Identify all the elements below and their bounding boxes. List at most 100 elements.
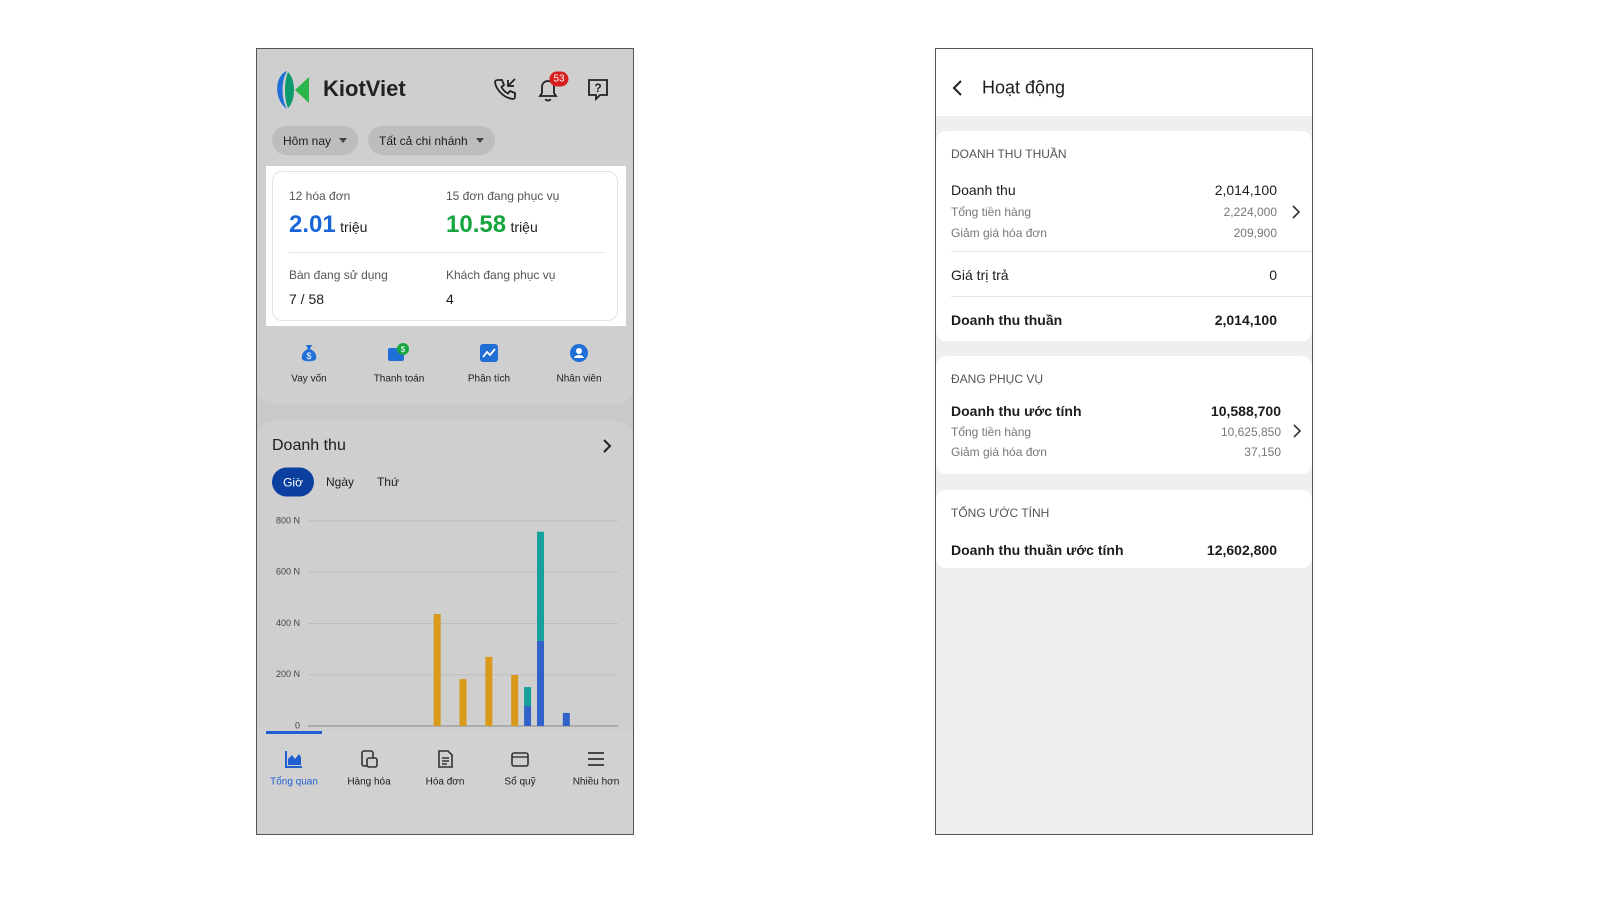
row-label: Doanh thu	[951, 182, 1016, 198]
invoices-value: 2.01	[289, 211, 336, 238]
nav-icon	[361, 750, 378, 768]
divider	[289, 252, 604, 253]
nav-indicator	[266, 731, 322, 734]
nav-icon	[588, 752, 604, 766]
divider	[951, 251, 1312, 252]
bar	[524, 706, 532, 726]
y-tick-label: 200 N	[276, 669, 300, 679]
row-label: Tổng tiền hàng	[951, 425, 1032, 439]
y-tick-label: 600 N	[276, 567, 300, 577]
bottom-nav	[257, 732, 633, 834]
section	[936, 356, 1312, 474]
section	[936, 131, 1312, 341]
section-heading: ĐANG PHỤC VỤ	[951, 372, 1044, 386]
nav-item[interactable]: Hóa đơn	[425, 776, 465, 788]
serving-value: 10.58	[446, 211, 507, 238]
row-label: Tổng tiền hàng	[951, 205, 1032, 219]
row-value: 2,014,100	[1214, 182, 1277, 198]
shortcut[interactable]: Phân tích	[467, 373, 511, 385]
nav-item[interactable]: Sổ quỹ	[504, 776, 536, 788]
y-tick-label: 0	[295, 720, 300, 730]
row-value: 2,014,100	[1214, 312, 1277, 328]
loan-icon: $	[301, 345, 317, 362]
branch-filter-label: Tất cả chi nhánh	[379, 133, 468, 148]
summary-card: 12 hóa đơn 2.01 triệu 15 đơn đang phục v…	[272, 171, 618, 321]
tab[interactable]: Ngày	[325, 475, 355, 489]
summary-value: 10.58 triệu	[446, 211, 538, 239]
row-label: Doanh thu thuần	[951, 312, 1063, 328]
home-screen: KiotViet 53 ? Hôm nay Tất cả chi nhánh 1…	[256, 48, 634, 835]
revenue-title: Doanh thu	[272, 437, 346, 454]
staff-icon	[570, 344, 588, 362]
bar	[511, 675, 519, 726]
y-tick-label: 800 N	[276, 515, 300, 525]
row-label: Giảm giá hóa đơn	[951, 445, 1047, 459]
notification-badge: 53	[549, 71, 569, 87]
shortcut[interactable]: Nhân viên	[556, 373, 602, 385]
brand-name: KiotViet	[323, 76, 406, 101]
analytics-icon	[480, 344, 498, 362]
nav-icon	[285, 751, 302, 768]
date-filter[interactable]: Hôm nay	[272, 126, 359, 155]
row-value: 37,150	[1244, 445, 1281, 459]
bar	[459, 679, 467, 726]
payment-icon: $	[388, 343, 409, 361]
tab-active[interactable]: Giờ	[272, 467, 314, 497]
summary-label: 15 đơn đang phục vụ	[446, 189, 560, 203]
svg-text:$: $	[306, 351, 311, 361]
summary-value: 4	[446, 291, 454, 307]
nav-item-active[interactable]: Tổng quan	[270, 776, 318, 788]
tab[interactable]: Thứ	[376, 475, 400, 489]
svg-text:$: $	[401, 345, 406, 354]
bar	[537, 640, 544, 726]
row-value: 12,602,800	[1206, 542, 1277, 558]
row-chevron[interactable]	[1290, 204, 1302, 220]
shortcut[interactable]: Thanh toán	[373, 373, 425, 385]
bar	[537, 531, 544, 641]
unit: triệu	[340, 219, 368, 235]
section-heading: TỔNG ƯỚC TÍNH	[951, 506, 1050, 520]
summary-label: Khách đang phục vụ	[446, 268, 556, 282]
row-value: 10,588,700	[1210, 403, 1281, 419]
activity-screen: Hoạt động DOANH THU THUẦN Doanh thu 2,01…	[935, 48, 1313, 835]
row-label: Doanh thu thuần ước tính	[951, 542, 1124, 558]
row-label: Giá trị trả	[951, 267, 1009, 283]
screen-title: Hoạt động	[982, 77, 1066, 98]
row-chevron[interactable]	[1291, 423, 1303, 439]
row-value: 10,625,850	[1220, 425, 1281, 439]
row-value: 2,224,000	[1223, 205, 1277, 219]
summary-value: 7 / 58	[289, 291, 325, 307]
revenue-more[interactable]	[600, 438, 614, 454]
help-button[interactable]: ?	[586, 77, 610, 103]
nav-item[interactable]: Nhiều hơn	[572, 776, 620, 788]
unit: triệu	[510, 219, 538, 235]
svg-text:?: ?	[594, 81, 601, 95]
brand-logo	[277, 71, 309, 109]
call-button[interactable]	[493, 77, 517, 101]
back-button[interactable]	[951, 79, 965, 97]
nav-icon	[511, 752, 529, 767]
header	[936, 49, 1312, 116]
notification-button[interactable]	[536, 77, 560, 103]
summary-value: 2.01 triệu	[289, 211, 367, 239]
section	[936, 490, 1312, 568]
revenue-chart: 0 200 N 400 N 600 N 800 N	[276, 515, 618, 730]
bar	[485, 656, 493, 726]
y-tick-label: 400 N	[276, 618, 300, 628]
bar	[433, 614, 441, 726]
bar	[562, 712, 570, 726]
nav-item[interactable]: Hàng hóa	[347, 776, 391, 788]
branch-filter[interactable]: Tất cả chi nhánh	[368, 126, 495, 155]
date-filter-label: Hôm nay	[283, 133, 332, 148]
nav-icon	[438, 750, 453, 768]
divider	[951, 296, 1312, 297]
row-label: Giảm giá hóa đơn	[951, 226, 1047, 240]
summary-label: Bàn đang sử dụng	[289, 268, 388, 282]
shortcut[interactable]: Vay vốn	[291, 373, 327, 385]
summary-label: 12 hóa đơn	[289, 189, 351, 203]
row-label: Doanh thu ước tính	[951, 403, 1082, 419]
tab-label: Giờ	[283, 475, 303, 489]
row-value: 209,900	[1233, 226, 1277, 240]
row-value: 0	[1269, 267, 1277, 283]
